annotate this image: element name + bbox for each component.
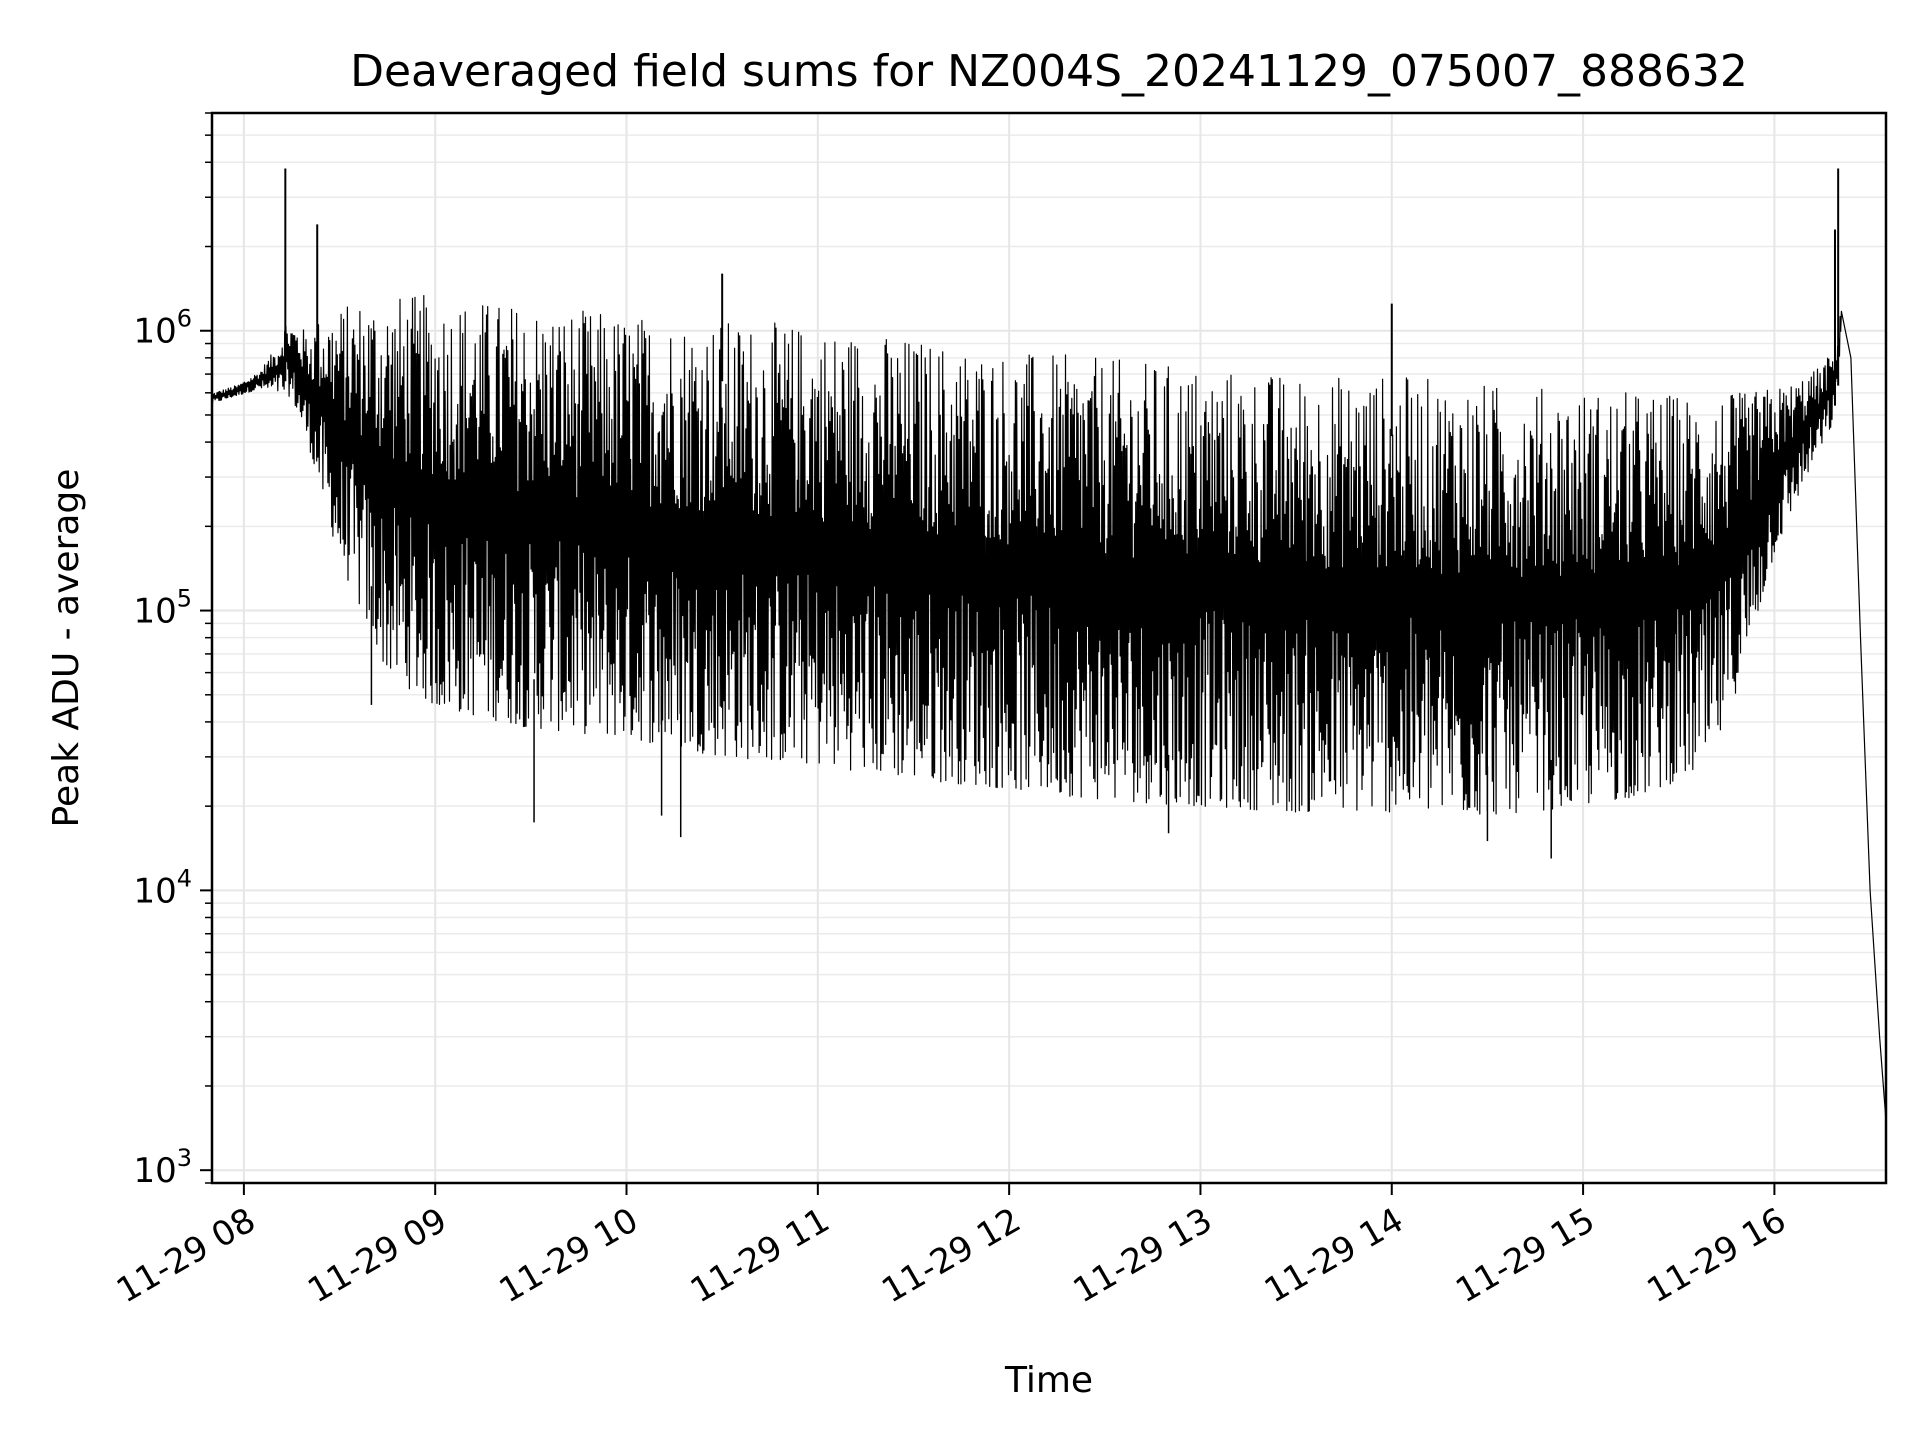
data-series	[211, 168, 1887, 1121]
axes-frame	[210, 111, 1888, 1185]
y-axis-label: Peak ADU - average	[46, 469, 87, 828]
x-axis-label: Time	[1004, 1360, 1093, 1401]
data-line	[211, 295, 1887, 1121]
y-tick-label: 104	[133, 864, 192, 911]
y-tick-label: 103	[133, 1144, 192, 1191]
chart-title: Deaveraged field sums for NZ004S_2024112…	[350, 46, 1748, 97]
y-tick-label: 105	[133, 585, 192, 632]
y-tick-label: 106	[133, 305, 192, 352]
